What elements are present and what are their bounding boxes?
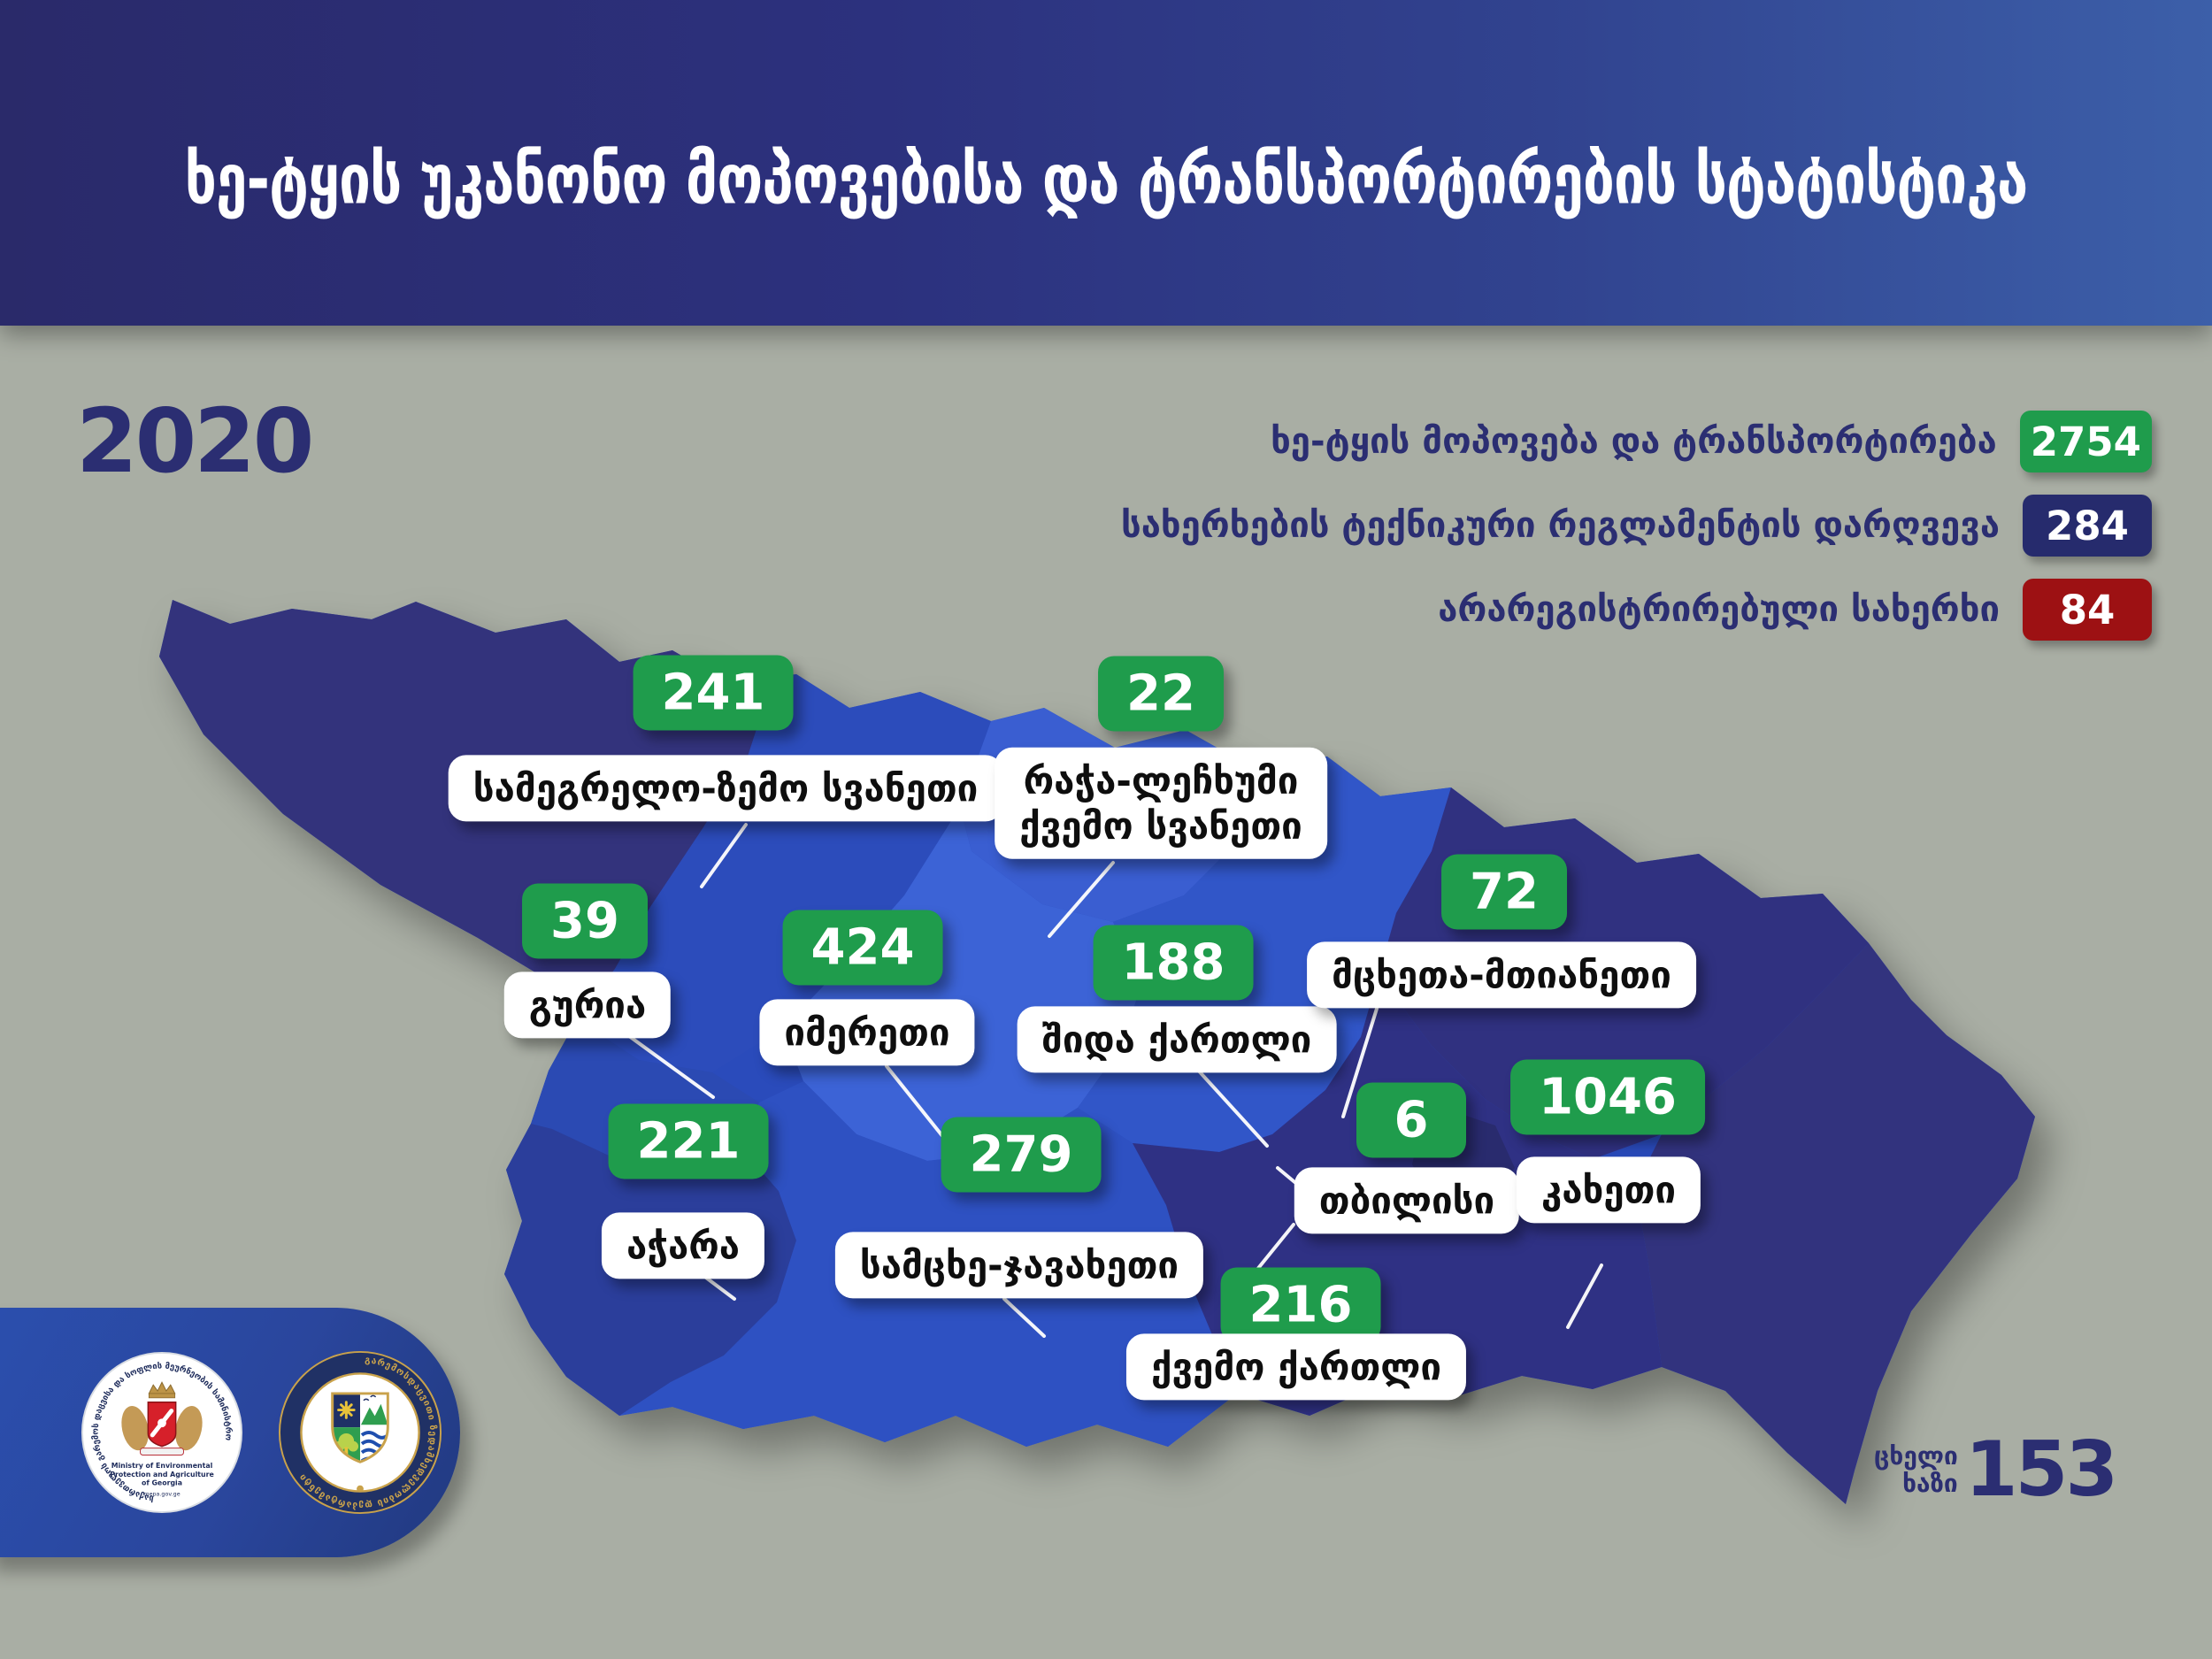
ministry-name-en-line2: Protection and Agriculture (110, 1471, 214, 1479)
region-value-badge: 72 (1441, 854, 1567, 930)
region-value-badge: 6 (1356, 1082, 1466, 1158)
year-label: 2020 (76, 389, 314, 493)
ministry-name-en-line3: of Georgia (142, 1479, 182, 1487)
region-value-badge: 1046 (1510, 1059, 1705, 1135)
region-value-badge: 279 (941, 1117, 1102, 1193)
legend-label: ხე-ტყის მოპოვება და ტრანსპორტირება (1271, 421, 1997, 462)
region-label: იმერეთი (759, 999, 975, 1066)
region-label: მცხეთა-მთიანეთი (1307, 941, 1696, 1009)
region-label: აჭარა (601, 1212, 765, 1279)
legend-row-sawmill-regulation: სახერხების ტექნიკური რეგლამენტის დარღვევ… (1121, 493, 2152, 558)
hotline-number: 153 (1964, 1425, 2119, 1514)
region-value-badge: 221 (608, 1103, 769, 1179)
region-value-badge: 424 (782, 910, 943, 986)
legend-row-harvest: ხე-ტყის მოპოვება და ტრანსპორტირება 2754 (1271, 409, 2152, 474)
region-label: გურია (503, 972, 672, 1039)
ministry-logo: საქართველოს გარემოს დაცვისა და სოფლის მე… (81, 1351, 243, 1514)
region-label: კახეთი (1516, 1156, 1701, 1224)
region-label: სამეგრელო-ზემო სვანეთი (448, 755, 1003, 822)
ministry-name-en-line1: Ministry of Environmental (111, 1462, 213, 1470)
hotline-block: ცხელი ხაზი 153 (1874, 1425, 2119, 1514)
legend-value-badge: 84 (2023, 579, 2152, 641)
header-band: ხე-ტყის უკანონო მოპოვებისა და ტრანსპორტი… (0, 0, 2212, 326)
legend-value-badge: 2754 (2019, 411, 2152, 472)
region-label: შიდა ქართლი (1017, 1006, 1337, 1073)
region-label: ქვემო ქართლი (1125, 1333, 1467, 1401)
legend-row-unregistered-sawmill: არარეგისტრირებული სახერხი 84 (1438, 577, 2152, 642)
region-value-badge: 39 (522, 883, 648, 959)
leader-lines (618, 823, 1603, 1338)
region-label-line1: რაჭა-ლეჩხუმი (1023, 758, 1299, 803)
hotline-words: ცხელი ხაზი (1874, 1440, 1958, 1498)
region-value-badge: 241 (633, 655, 794, 731)
region-value-badge: 216 (1220, 1267, 1381, 1343)
region-label: სამცხე-ჯავახეთი (834, 1232, 1204, 1299)
region-value-badge: 188 (1093, 925, 1254, 1001)
environmental-supervision-logo: გარემოსდაცვითი ზედამხედველობის დეპარტამე… (278, 1350, 442, 1515)
region-label-line2: ქვემო სვანეთი (1019, 804, 1302, 848)
legend-label: სახერხების ტექნიკური რეგლამენტის დარღვევ… (1121, 505, 2000, 546)
region-value-badge: 22 (1098, 656, 1224, 732)
hotline-word-2: ხაზი (1902, 1469, 1958, 1498)
organization-banner: საქართველოს გარემოს დაცვისა და სოფლის მე… (0, 1308, 460, 1557)
region-kakheti (1635, 943, 2035, 1504)
region-label: რაჭა-ლეჩხუმი ქვემო სვანეთი (995, 747, 1327, 860)
legend-value-badge: 284 (2023, 495, 2152, 557)
ministry-url: mepa.gov.ge (143, 1491, 180, 1497)
hotline-word-1: ცხელი (1874, 1440, 1958, 1471)
page-title: ხე-ტყის უკანონო მოპოვებისა და ტრანსპორტი… (184, 140, 2029, 221)
legend-label: არარეგისტრირებული სახერხი (1438, 589, 2000, 630)
region-label: თბილისი (1294, 1167, 1520, 1234)
